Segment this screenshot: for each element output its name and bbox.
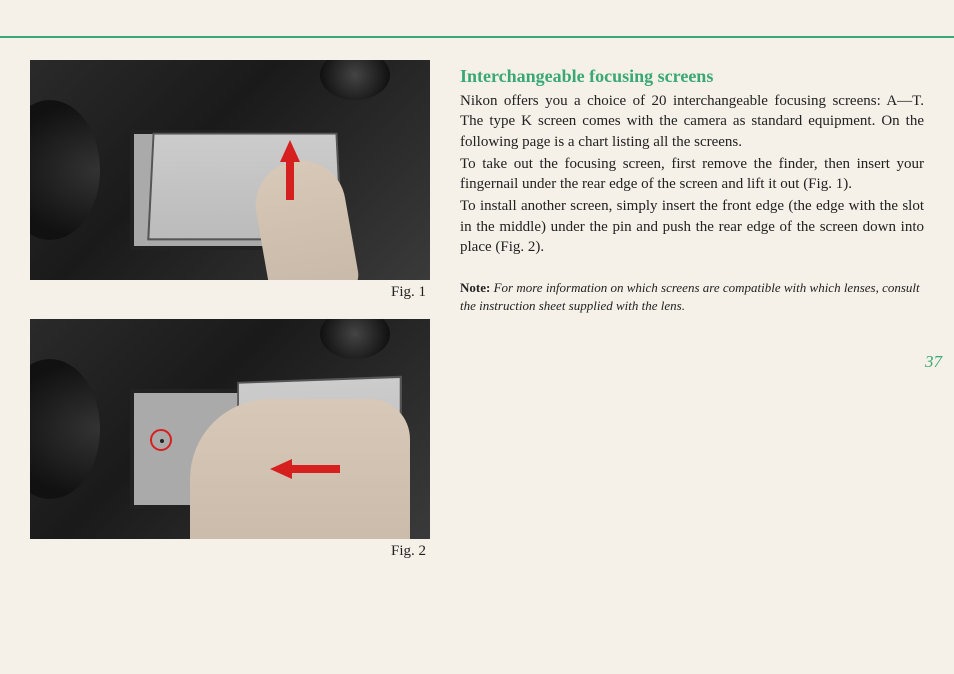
left-arrow-icon [270,459,292,479]
paragraph-1: Nikon offers you a choice of 20 intercha… [460,91,924,152]
figures-column: Fig. 1 Fig. 2 [30,60,430,578]
figure-1-photo [30,60,430,280]
up-arrow-icon [280,140,300,162]
paragraph-2: To take out the focusing screen, first r… [460,154,924,195]
page-number: 37 [925,352,942,372]
top-rule [0,36,954,38]
figure-1-caption: Fig. 1 [30,284,430,301]
page-content: Fig. 1 Fig. 2 Interchangeable focusing s… [30,60,924,578]
note: Note: For more information on which scre… [460,279,924,314]
figure-2-caption: Fig. 2 [30,543,430,560]
camera-dial [320,319,390,359]
camera-dial [320,60,390,100]
note-label: Note: [460,280,490,295]
pin-marker-icon [150,429,172,451]
figure-1: Fig. 1 [30,60,430,301]
figure-2-photo [30,319,430,539]
figure-2: Fig. 2 [30,319,430,560]
paragraph-3: To install another screen, simply insert… [460,196,924,257]
note-text: For more information on which screens ar… [460,280,920,313]
text-column: Interchangeable focusing screens Nikon o… [460,60,924,578]
section-heading: Interchangeable focusing screens [460,66,924,87]
camera-lens [30,100,100,240]
camera-lens [30,359,100,499]
